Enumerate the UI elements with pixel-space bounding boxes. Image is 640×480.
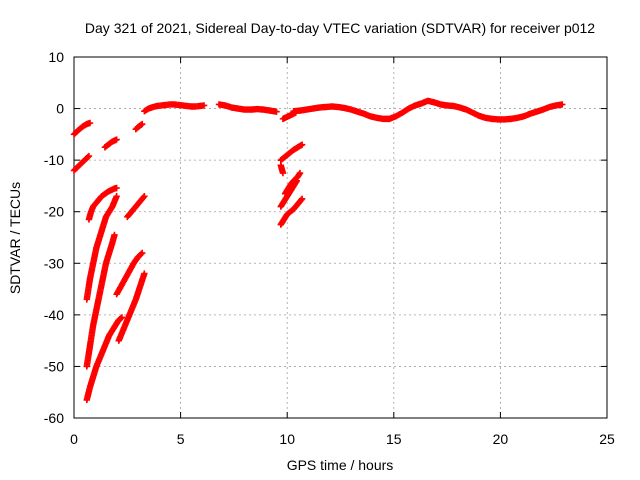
data-point (85, 152, 93, 160)
data-point (113, 136, 120, 143)
x-tick-label: 20 (493, 431, 509, 447)
data-point (118, 314, 126, 321)
data-point (139, 120, 146, 128)
y-tick-label: -10 (44, 152, 64, 168)
data-point (200, 102, 208, 109)
series-arc-i (115, 270, 148, 344)
y-tick-label: -40 (44, 307, 64, 323)
series-arc-g (83, 314, 126, 404)
data-point (298, 195, 306, 203)
data-point (84, 153, 92, 161)
chart-title: Day 321 of 2021, Sidereal Day-to-day VTE… (85, 20, 595, 36)
series-arc-d (101, 136, 120, 151)
series-arc-p (277, 195, 306, 228)
series-arc-a (70, 119, 94, 138)
series-arc-main-2 (215, 101, 280, 115)
series-arc-c (85, 184, 120, 223)
data-point (86, 119, 94, 127)
data-point (141, 193, 148, 200)
series-arc-main-1 (141, 101, 208, 115)
series-arc-l (277, 162, 287, 177)
data-point (137, 250, 145, 258)
data-points (70, 97, 566, 404)
x-tick-label: 5 (177, 431, 185, 447)
data-point (113, 193, 120, 200)
x-tick-label: 0 (70, 431, 78, 447)
data-point (273, 108, 280, 115)
series-arc-m (277, 141, 306, 164)
axis-ticks: 0 5 10 15 20 25 10 0 -10 -20 -30 -40 -50 -60 (44, 49, 615, 447)
plot-frame (73, 56, 608, 419)
y-tick-label: -60 (44, 410, 64, 426)
data-point (140, 194, 147, 201)
data-point (279, 169, 287, 177)
y-axis-label: SDTVAR / TECUs (7, 182, 23, 294)
x-tick-label: 15 (386, 431, 402, 447)
y-tick-label: 10 (48, 49, 64, 65)
x-axis-label: GPS time / hours (287, 457, 394, 473)
data-point (298, 196, 305, 204)
series-arc-e (83, 193, 120, 303)
data-point (117, 315, 125, 322)
y-tick-label: -30 (44, 255, 64, 271)
data-point (296, 169, 304, 177)
series-arc-f (83, 231, 118, 370)
data-point (113, 184, 120, 192)
series-arc-k (132, 120, 146, 133)
grid (74, 57, 607, 418)
data-point (298, 141, 306, 148)
series-arc-j (124, 193, 148, 221)
data-point (111, 231, 118, 239)
data-point (139, 249, 146, 257)
data-point (141, 270, 148, 277)
series-arc-h (113, 249, 146, 298)
series-arc-b (70, 152, 93, 174)
data-point (559, 101, 566, 108)
series-arc-o (281, 169, 304, 197)
y-tick-label: 0 (56, 101, 64, 117)
x-tick-label: 10 (279, 431, 295, 447)
y-tick-label: -20 (44, 204, 64, 220)
series-arc-main-3 (290, 97, 566, 123)
y-tick-label: -50 (44, 358, 64, 374)
x-tick-label: 25 (599, 431, 615, 447)
